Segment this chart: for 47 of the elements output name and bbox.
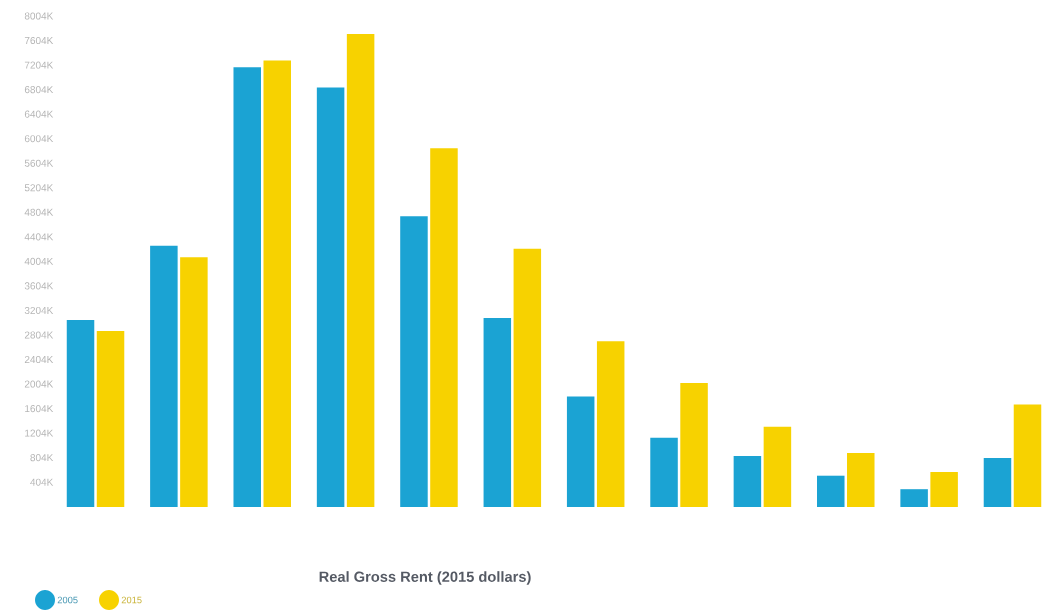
bar bbox=[150, 245, 178, 507]
bar bbox=[900, 489, 928, 507]
bar bbox=[513, 248, 542, 507]
bar bbox=[566, 396, 595, 507]
y-tick-label: 3204K bbox=[24, 306, 54, 314]
y-tick-label: 8004K bbox=[24, 12, 54, 20]
bar bbox=[263, 60, 291, 507]
y-tick-label: 804K bbox=[30, 454, 54, 462]
bar bbox=[400, 216, 428, 507]
y-tick-label: 7604K bbox=[24, 36, 54, 45]
y-tick-label: 5604K bbox=[24, 159, 54, 167]
legend-label: 2015 bbox=[121, 596, 142, 604]
bar bbox=[430, 148, 458, 507]
bar bbox=[680, 383, 708, 507]
bar bbox=[763, 426, 792, 507]
legend-label: 2005 bbox=[57, 596, 78, 604]
y-tick-label: 6804K bbox=[24, 86, 54, 94]
y-tick-label: 5204K bbox=[24, 184, 54, 192]
bar bbox=[346, 34, 375, 507]
bar bbox=[733, 456, 762, 507]
y-tick-label: 2004K bbox=[24, 380, 54, 388]
y-tick-label: 1604K bbox=[25, 405, 54, 413]
y-tick-label: 4404K bbox=[24, 233, 54, 241]
bar bbox=[650, 437, 678, 507]
bar bbox=[817, 475, 845, 507]
bar bbox=[180, 257, 208, 507]
bar bbox=[847, 453, 875, 507]
bar bbox=[596, 341, 625, 507]
bar bbox=[316, 87, 345, 507]
y-tick-label: 2404K bbox=[24, 355, 54, 364]
y-tick-label: 1204K bbox=[25, 429, 54, 437]
y-tick-label: 3604K bbox=[24, 282, 54, 290]
bar bbox=[483, 318, 512, 507]
bar bbox=[1013, 404, 1042, 507]
y-tick-label: 7204K bbox=[24, 61, 54, 69]
y-tick-label: 4804K bbox=[24, 208, 54, 216]
bar bbox=[66, 319, 95, 507]
bar bbox=[983, 457, 1012, 507]
bar bbox=[96, 330, 125, 507]
bar bbox=[930, 472, 958, 507]
y-tick-label: 6404K bbox=[24, 110, 54, 118]
y-tick-label: 404K bbox=[30, 478, 54, 486]
y-tick-label: 6004K bbox=[24, 135, 54, 143]
x-axis-title: Real Gross Rent (2015 dollars) bbox=[319, 571, 531, 585]
y-tick-label: 4004K bbox=[24, 257, 54, 265]
y-tick-label: 2804K bbox=[24, 331, 54, 339]
bar bbox=[233, 67, 261, 507]
